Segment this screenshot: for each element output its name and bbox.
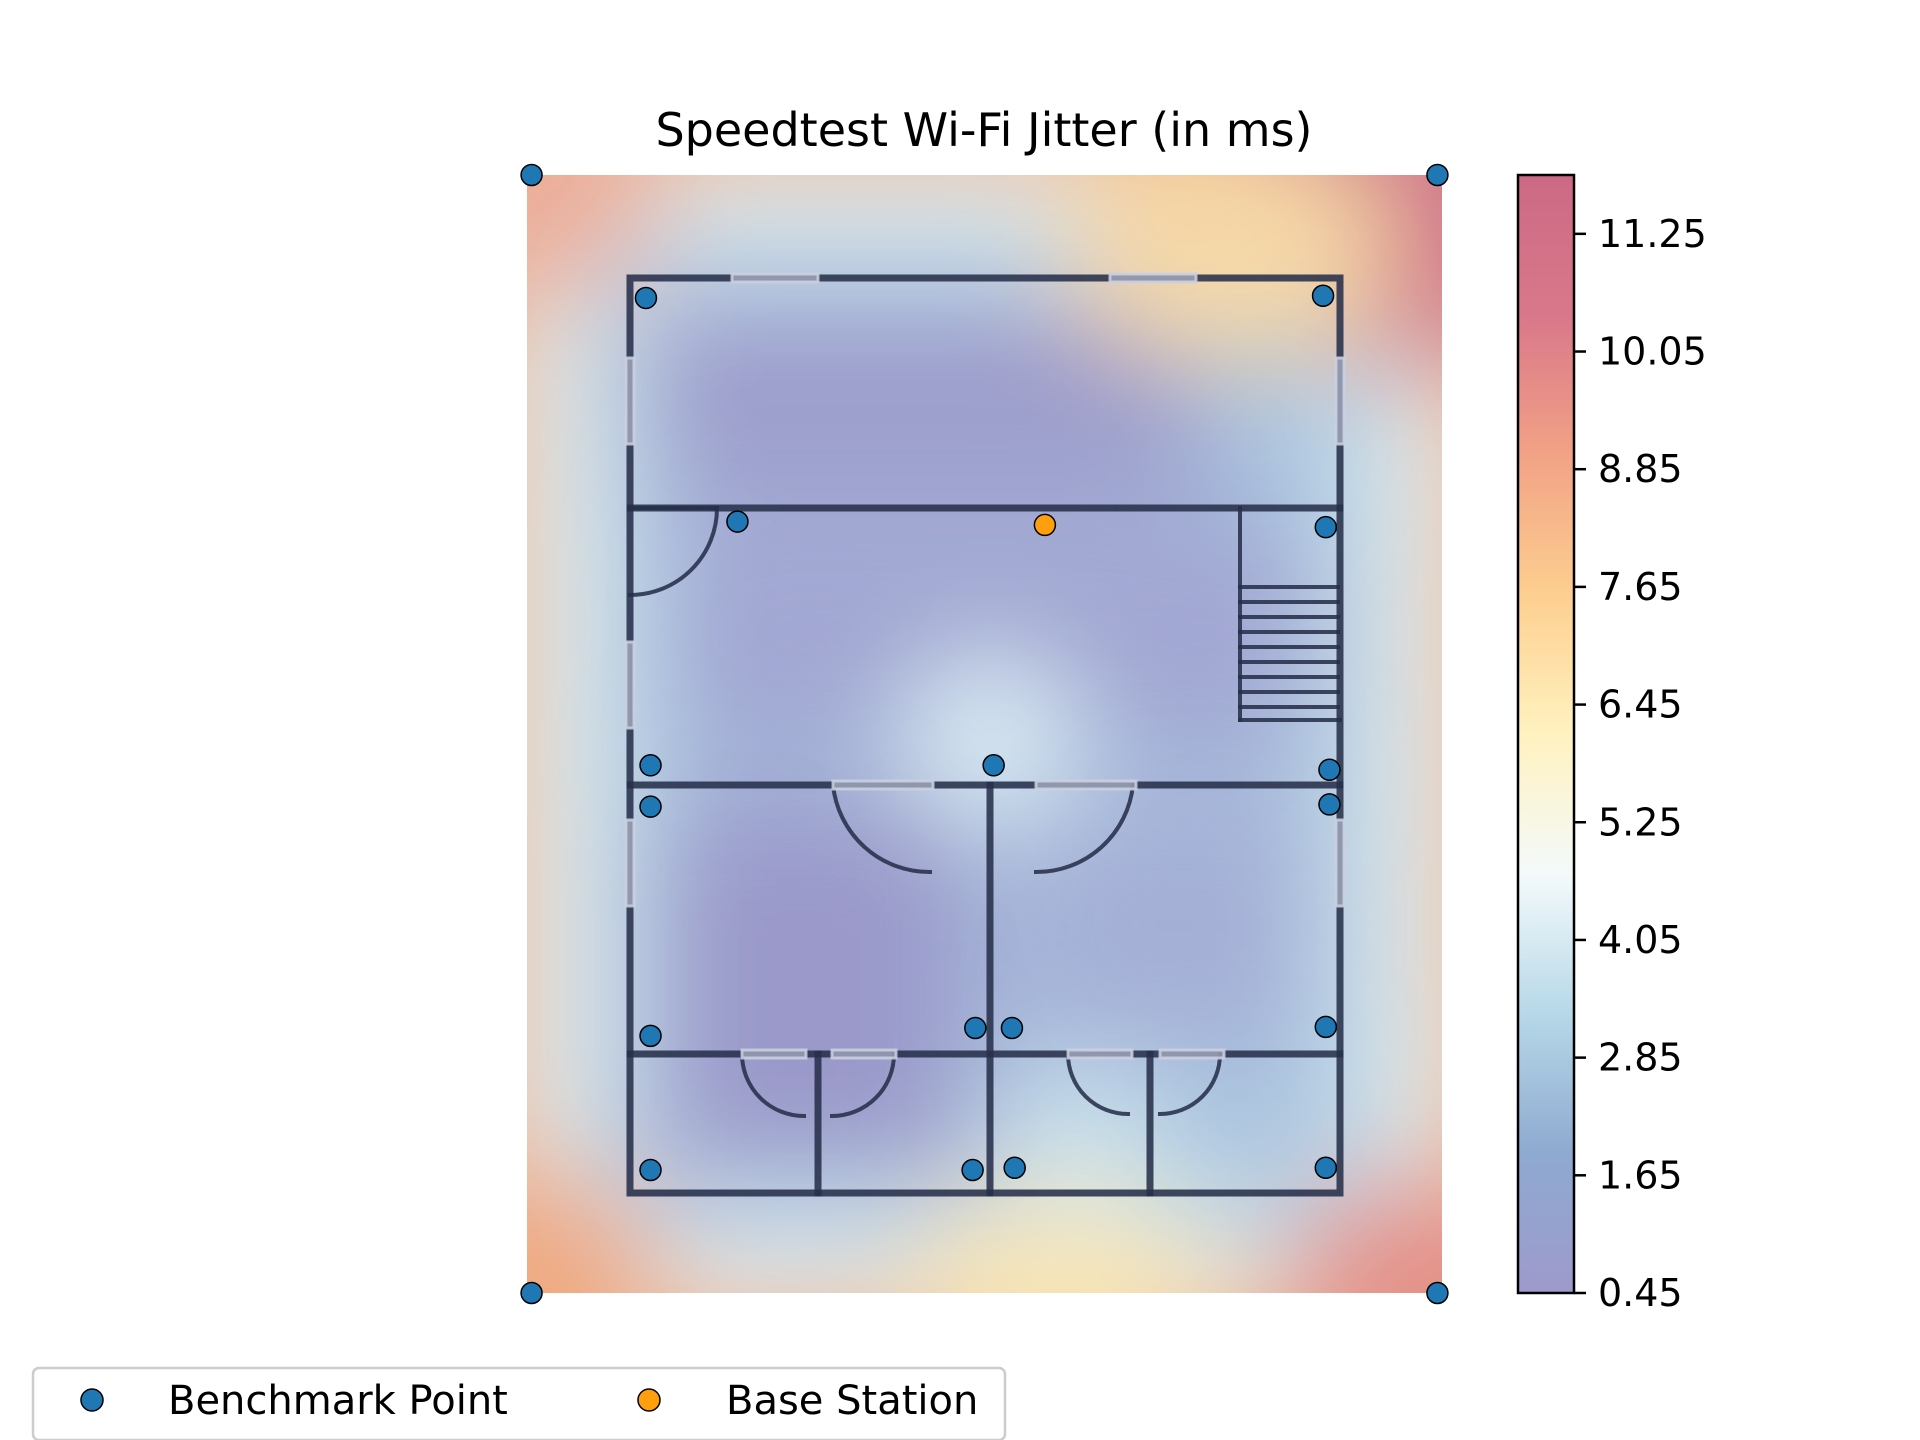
benchmark-point	[1000, 1016, 1024, 1040]
colorbar-fill	[1518, 175, 1574, 1293]
heat-warm-bottom-center	[910, 1185, 1210, 1293]
chart-title: Speedtest Wi-Fi Jitter (in ms)	[655, 103, 1312, 157]
benchmark-point	[961, 1158, 984, 1182]
data-points	[520, 163, 1449, 1305]
heat-zone-lower-left	[650, 800, 970, 1180]
colorbar-tick-label: 1.65	[1598, 1153, 1683, 1197]
benchmark-point	[520, 1281, 543, 1305]
benchmark-point	[639, 754, 662, 777]
colorbar-tick-label: 8.85	[1598, 447, 1683, 491]
legend: Benchmark Point Base Station	[31, 1366, 1007, 1440]
colorbar-tick-label: 5.25	[1598, 800, 1683, 844]
heatmap	[527, 175, 1442, 1293]
benchmark-point	[639, 1024, 662, 1048]
floor-plan	[624, 272, 1346, 1197]
exterior-wall	[626, 274, 1344, 1197]
colorbar-tick-label: 11.25	[1598, 212, 1707, 256]
benchmark-point	[1318, 793, 1341, 816]
benchmark-point	[1426, 163, 1449, 187]
heat-zone-lower-right	[1020, 800, 1320, 1050]
windows	[624, 272, 1346, 1060]
heat-warm-top-left	[527, 175, 660, 300]
benchmark-point	[982, 754, 1005, 777]
heat-warm-bottom-right	[1280, 1175, 1442, 1293]
benchmark-point	[964, 1016, 987, 1040]
colorbar-frame	[1516, 173, 1576, 1295]
heat-warm-top-right	[1060, 175, 1400, 360]
benchmark-point	[639, 795, 662, 818]
benchmark-point	[1003, 1156, 1026, 1180]
benchmark-point	[639, 1158, 662, 1182]
benchmark-point	[1314, 1156, 1338, 1180]
benchmark-point	[634, 286, 658, 310]
plot-area	[520, 163, 1449, 1305]
benchmark-point	[1314, 1015, 1338, 1039]
colorbar-tick-label: 2.85	[1598, 1036, 1683, 1080]
benchmark-point	[1314, 515, 1338, 539]
legend-marker-benchmark	[80, 1388, 104, 1412]
heat-light-bottom-room	[990, 1070, 1170, 1210]
colorbar-tick-label: 10.05	[1598, 330, 1707, 374]
colorbar-tick-label: 4.05	[1598, 918, 1683, 962]
benchmark-point	[520, 163, 543, 187]
doors	[627, 505, 1223, 1119]
heat-zone-top-room	[640, 300, 1200, 500]
benchmark-point	[1426, 1281, 1449, 1305]
legend-label-base-station: Base Station	[726, 1378, 978, 1424]
colorbar-ticks: 11.25 10.05 8.85 7.65 6.45 5.25 4.05 2.85 1.65 0.…	[1574, 212, 1707, 1315]
benchmark-point	[726, 510, 749, 533]
legend-frame	[31, 1366, 1007, 1440]
colorbar-tick-label: 0.45	[1598, 1271, 1683, 1315]
benchmark-point	[1318, 758, 1341, 782]
base-station-point	[1033, 513, 1057, 537]
legend-label-benchmark: Benchmark Point	[168, 1378, 508, 1424]
colorbar: 11.25 10.05 8.85 7.65 6.45 5.25 4.05 2.85 1.65 0.…	[1516, 173, 1707, 1315]
staircase	[1238, 506, 1342, 722]
colorbar-tick-label: 6.45	[1598, 683, 1683, 727]
heat-warm-bottom-left	[527, 1165, 660, 1293]
legend-marker-base-station	[637, 1388, 661, 1412]
benchmark-point	[1311, 284, 1335, 307]
colorbar-tick-label: 7.65	[1598, 565, 1683, 609]
